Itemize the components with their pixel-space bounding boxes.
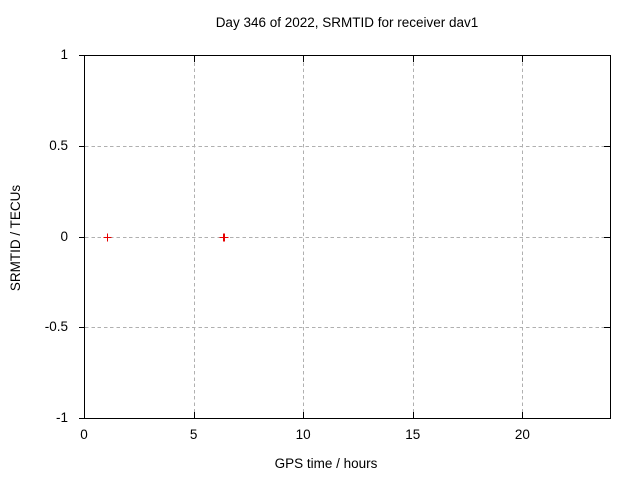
y-tick-label: 0 — [60, 228, 68, 244]
x-tick-label: 20 — [514, 427, 530, 442]
x-axis-label: GPS time / hours — [274, 456, 378, 471]
y-tick-label: -0.5 — [44, 319, 68, 335]
chart-title: Day 346 of 2022, SRMTID for receiver dav… — [215, 15, 479, 30]
x-tick-label: 10 — [295, 427, 311, 442]
y-tick-label: -1 — [55, 410, 68, 425]
x-tick-label: 15 — [405, 427, 421, 442]
plot-border — [84, 55, 611, 419]
y-tick-label: 0.5 — [49, 137, 68, 153]
x-tick-label: 0 — [80, 427, 88, 442]
x-tick-label: 5 — [189, 427, 198, 442]
y-tick-label: 1 — [60, 47, 68, 62]
